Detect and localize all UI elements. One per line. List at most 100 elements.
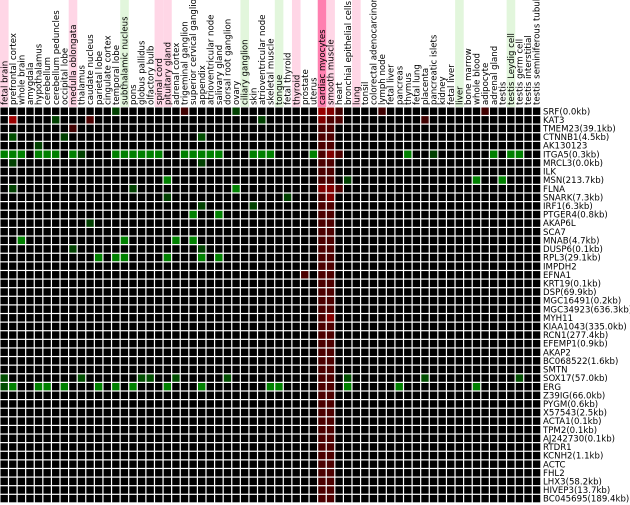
heatmap-cell	[515, 253, 524, 262]
heatmap-cell	[429, 426, 438, 434]
heatmap-cell	[223, 374, 232, 382]
heatmap-cell	[429, 210, 438, 219]
heatmap-cell	[189, 210, 197, 219]
heatmap-cell	[206, 486, 214, 494]
heatmap-cell	[283, 202, 292, 210]
heatmap-cell	[429, 271, 438, 279]
heatmap-cell	[0, 348, 8, 356]
heatmap-cell	[189, 279, 197, 288]
heatmap-cell	[69, 348, 77, 356]
heatmap-cell	[309, 365, 318, 374]
row-label: MYH11	[543, 314, 573, 324]
heatmap-cell	[258, 245, 266, 253]
heatmap-cell	[352, 400, 360, 408]
heatmap-cell	[343, 365, 352, 374]
heatmap-cell	[86, 382, 94, 391]
heatmap-cell	[429, 382, 438, 391]
heatmap-cell	[0, 288, 8, 296]
heatmap-cell	[163, 451, 172, 460]
heatmap-cell	[249, 159, 257, 167]
heatmap-cell	[275, 443, 283, 451]
heatmap-cell	[223, 116, 232, 124]
heatmap-cell	[395, 253, 403, 262]
heatmap-cell	[266, 314, 275, 322]
heatmap-cell	[146, 133, 154, 141]
heatmap-cell	[352, 202, 360, 210]
heatmap-cell	[378, 184, 386, 193]
heatmap-cell	[34, 193, 43, 201]
heatmap-cell	[283, 322, 292, 331]
heatmap-cell	[489, 219, 498, 227]
heatmap-cell	[472, 107, 481, 115]
heatmap-cell	[489, 124, 498, 133]
heatmap-cell	[94, 417, 103, 425]
heatmap-cell	[421, 305, 429, 313]
heatmap-cell	[292, 486, 300, 494]
heatmap-cell	[52, 314, 60, 322]
heatmap-cell	[9, 451, 17, 460]
heatmap-cell	[17, 271, 26, 279]
heatmap-cell	[309, 245, 318, 253]
heatmap-cell	[421, 339, 429, 348]
heatmap-cell	[395, 184, 403, 193]
heatmap-cell	[206, 150, 214, 158]
heatmap-cell	[489, 391, 498, 399]
heatmap-cell	[206, 314, 214, 322]
heatmap-cell	[163, 124, 172, 133]
heatmap-cell	[17, 279, 26, 288]
heatmap-cell	[447, 331, 455, 339]
heatmap-cell	[404, 116, 412, 124]
heatmap-cell	[180, 460, 189, 468]
heatmap-cell	[172, 417, 180, 425]
heatmap-cell	[429, 253, 438, 262]
heatmap-cell	[198, 339, 206, 348]
heatmap-cell	[155, 124, 163, 133]
heatmap-cell	[283, 133, 292, 141]
heatmap-cell	[378, 331, 386, 339]
row-label: PTGER4(0.8kb)	[543, 211, 608, 221]
heatmap-cell	[472, 116, 481, 124]
heatmap-cell	[489, 296, 498, 305]
heatmap-cell	[361, 133, 369, 141]
heatmap-cell	[378, 253, 386, 262]
heatmap-cell	[472, 365, 481, 374]
heatmap-cell	[352, 296, 360, 305]
heatmap-cell	[438, 460, 446, 468]
heatmap-cell	[120, 417, 129, 425]
heatmap-cell	[172, 434, 180, 443]
heatmap-cell	[532, 357, 541, 365]
heatmap-cell	[378, 176, 386, 184]
heatmap-cell	[404, 417, 412, 425]
heatmap-cell	[404, 331, 412, 339]
heatmap-cell	[180, 184, 189, 193]
heatmap-cell	[155, 443, 163, 451]
heatmap-cell	[447, 245, 455, 253]
heatmap-cell	[215, 236, 223, 245]
heatmap-cell	[206, 288, 214, 296]
heatmap-cell	[429, 219, 438, 227]
heatmap-cell	[146, 408, 154, 417]
heatmap-cell	[292, 116, 300, 124]
heatmap-cell	[438, 365, 446, 374]
heatmap-cell	[129, 357, 137, 365]
heatmap-cell	[198, 486, 206, 494]
heatmap-cell	[215, 202, 223, 210]
heatmap-cell	[352, 124, 360, 133]
heatmap-cell	[386, 314, 395, 322]
heatmap-cell	[189, 469, 197, 477]
heatmap-cell	[223, 133, 232, 141]
heatmap-cell	[352, 314, 360, 322]
row-label: TMEM23(39.1kb)	[542, 125, 616, 135]
heatmap-cell	[120, 107, 129, 115]
heatmap-cell	[455, 400, 464, 408]
heatmap-cell	[378, 271, 386, 279]
column-label: adrenal cortex	[172, 43, 182, 105]
heatmap-cell	[120, 184, 129, 193]
heatmap-cell	[455, 159, 464, 167]
heatmap-cell	[249, 408, 257, 417]
heatmap-cell	[335, 288, 343, 296]
heatmap-cell	[481, 460, 489, 468]
heatmap-cell	[60, 107, 68, 115]
heatmap-cell	[60, 124, 68, 133]
heatmap-cell	[94, 357, 103, 365]
